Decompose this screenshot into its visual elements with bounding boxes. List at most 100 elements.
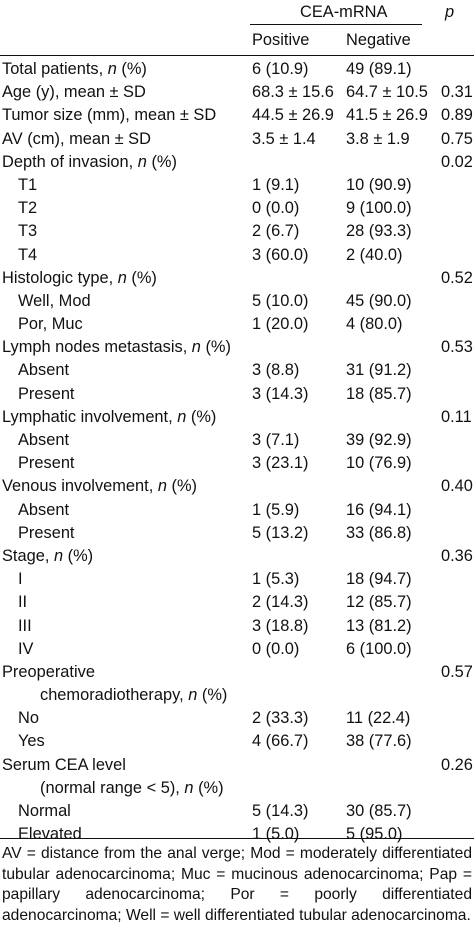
p-value-cell: 0.75 [441, 129, 473, 148]
row-label: Normal [18, 802, 71, 820]
row-label: Lymphatic involvement, n (%) [2, 407, 217, 426]
p-value-cell: 0.40 [441, 477, 473, 496]
row-label: chemoradiotherapy, n (%) [40, 686, 228, 705]
table-row: Absent 3 (8.8) 31 (91.2) [0, 359, 474, 382]
table-row: Well, Mod 5 (10.0) 45 (90.0) [0, 290, 474, 313]
table-row: Depth of invasion, n (%) 0.02 [0, 151, 474, 174]
p-value-cell: 0.31 [441, 83, 473, 102]
row-label: T2 [18, 199, 38, 218]
p-value-header: p [445, 3, 455, 21]
table-row: No 2 (33.3) 11 (22.4) [0, 707, 474, 730]
negative-cell: 11 (22.4) [346, 709, 411, 728]
row-label: Absent [18, 500, 70, 519]
row-label: Por, Muc [18, 315, 83, 334]
positive-cell: 1 (9.1) [252, 175, 300, 194]
table-row: Absent 3 (7.1) 39 (92.9) [0, 429, 474, 452]
positive-cell: 5 (13.2) [252, 523, 309, 542]
table-row: T4 3 (60.0) 2 (40.0) [0, 244, 474, 267]
negative-cell: 64.7 ± 10.5 [346, 83, 428, 102]
p-value-cell: 0.57 [441, 662, 473, 681]
negative-cell: 9 (100.0) [346, 199, 412, 218]
negative-cell: 33 (86.8) [346, 523, 412, 542]
row-label: T1 [18, 175, 38, 194]
positive-cell: 2 (33.3) [252, 709, 309, 728]
table-row: II 2 (14.3) 12 (85.7) [0, 591, 474, 614]
positive-cell: 3.5 ± 1.4 [252, 129, 316, 148]
table-row: Present 3 (14.3) 18 (85.7) [0, 383, 474, 406]
row-label: Stage, n (%) [2, 546, 94, 565]
negative-cell: 16 (94.1) [346, 500, 412, 519]
negative-cell: 13 (81.2) [346, 616, 412, 635]
row-label: (normal range < 5), n (%) [40, 778, 224, 797]
positive-cell: 2 (14.3) [252, 593, 309, 612]
negative-cell: 10 (76.9) [346, 454, 412, 473]
table-row: Elevated 1 (5.0) 5 (95.0) [0, 823, 474, 846]
row-label: Yes [18, 732, 45, 751]
negative-cell: 2 (40.0) [346, 245, 403, 264]
table-row: III 3 (18.8) 13 (81.2) [0, 615, 474, 638]
table-row: T1 1 (9.1) 10 (90.9) [0, 174, 474, 197]
header-rule [0, 55, 474, 56]
positive-cell: 6 (10.9) [252, 60, 309, 78]
table-row: Venous involvement, n (%) 0.40 [0, 475, 474, 498]
table-row: AV (cm), mean ± SD 3.5 ± 1.4 3.8 ± 1.9 0.75 [0, 128, 474, 151]
row-label: T3 [18, 222, 38, 241]
negative-cell: 28 (93.3) [346, 222, 412, 241]
table-row: chemoradiotherapy, n (%) [0, 684, 474, 707]
table-row: Age (y), mean ± SD 68.3 ± 15.6 64.7 ± 10.5… [0, 81, 474, 104]
table-row: Tumor size (mm), mean ± SD 44.5 ± 26.9 41.… [0, 104, 474, 127]
positive-cell: 1 (5.0) [252, 825, 300, 844]
positive-cell: 0 (0.0) [252, 199, 300, 218]
positive-cell: 3 (23.1) [252, 454, 309, 473]
negative-cell: 38 (77.6) [346, 732, 412, 751]
positive-header: Positive [252, 31, 310, 49]
table-body: Total patients, n (%) 6 (10.9) 49 (89.1) Ag… [0, 58, 474, 846]
positive-cell: 5 (14.3) [252, 802, 309, 820]
table-row: Yes 4 (66.7) 38 (77.6) [0, 730, 474, 753]
negative-cell: 31 (91.2) [346, 361, 412, 380]
bottom-rule [0, 838, 474, 839]
table-row: (normal range < 5), n (%) [0, 777, 474, 800]
row-label: Absent [18, 361, 70, 380]
negative-cell: 5 (95.0) [346, 825, 403, 844]
positive-cell: 3 (14.3) [252, 384, 309, 403]
row-label: Present [18, 384, 75, 403]
row-label: Present [18, 454, 75, 473]
row-label: II [18, 593, 28, 612]
p-value-cell: 0.11 [441, 407, 472, 426]
table-row: Absent 1 (5.9) 16 (94.1) [0, 499, 474, 522]
row-label: Tumor size (mm), mean ± SD [2, 106, 217, 125]
table-row: Present 3 (23.1) 10 (76.9) [0, 452, 474, 475]
negative-cell: 3.8 ± 1.9 [346, 129, 410, 148]
p-value-cell: 0.36 [441, 546, 473, 565]
positive-cell: 3 (60.0) [252, 245, 309, 264]
negative-cell: 10 (90.9) [346, 175, 412, 194]
table-row: IV 0 (0.0) 6 (100.0) [0, 638, 474, 661]
row-label: Age (y), mean ± SD [2, 83, 146, 102]
row-label: Absent [18, 431, 70, 449]
negative-cell: 39 (92.9) [346, 431, 412, 449]
row-label: Lymph nodes metastasis, n (%) [2, 338, 231, 357]
p-value-cell: 0.52 [441, 268, 473, 287]
positive-cell: 1 (5.9) [252, 500, 300, 519]
row-label: Venous involvement, n (%) [2, 477, 197, 496]
negative-cell: 18 (85.7) [346, 384, 412, 403]
row-label: III [18, 616, 32, 635]
table-row: T3 2 (6.7) 28 (93.3) [0, 220, 474, 243]
table-row: Stage, n (%) 0.36 [0, 545, 474, 568]
negative-cell: 49 (89.1) [346, 60, 412, 78]
p-value-cell: 0.53 [441, 338, 473, 357]
row-label: Serum CEA level [2, 755, 126, 774]
row-label: Present [18, 523, 75, 542]
row-label: Total patients, n (%) [2, 60, 147, 78]
negative-cell: 30 (85.7) [346, 802, 412, 820]
row-label: Preoperative [2, 662, 95, 681]
p-value-cell: 0.89 [441, 106, 473, 125]
positive-cell: 3 (18.8) [252, 616, 309, 635]
row-label: AV (cm), mean ± SD [2, 129, 151, 148]
table-row: Lymphatic involvement, n (%) 0.11 [0, 406, 474, 429]
table-row: Histologic type, n (%) 0.52 [0, 267, 474, 290]
positive-cell: 2 (6.7) [252, 222, 300, 241]
table-row: Present 5 (13.2) 33 (86.8) [0, 522, 474, 545]
table-subheader: Positive Negative [0, 29, 474, 53]
